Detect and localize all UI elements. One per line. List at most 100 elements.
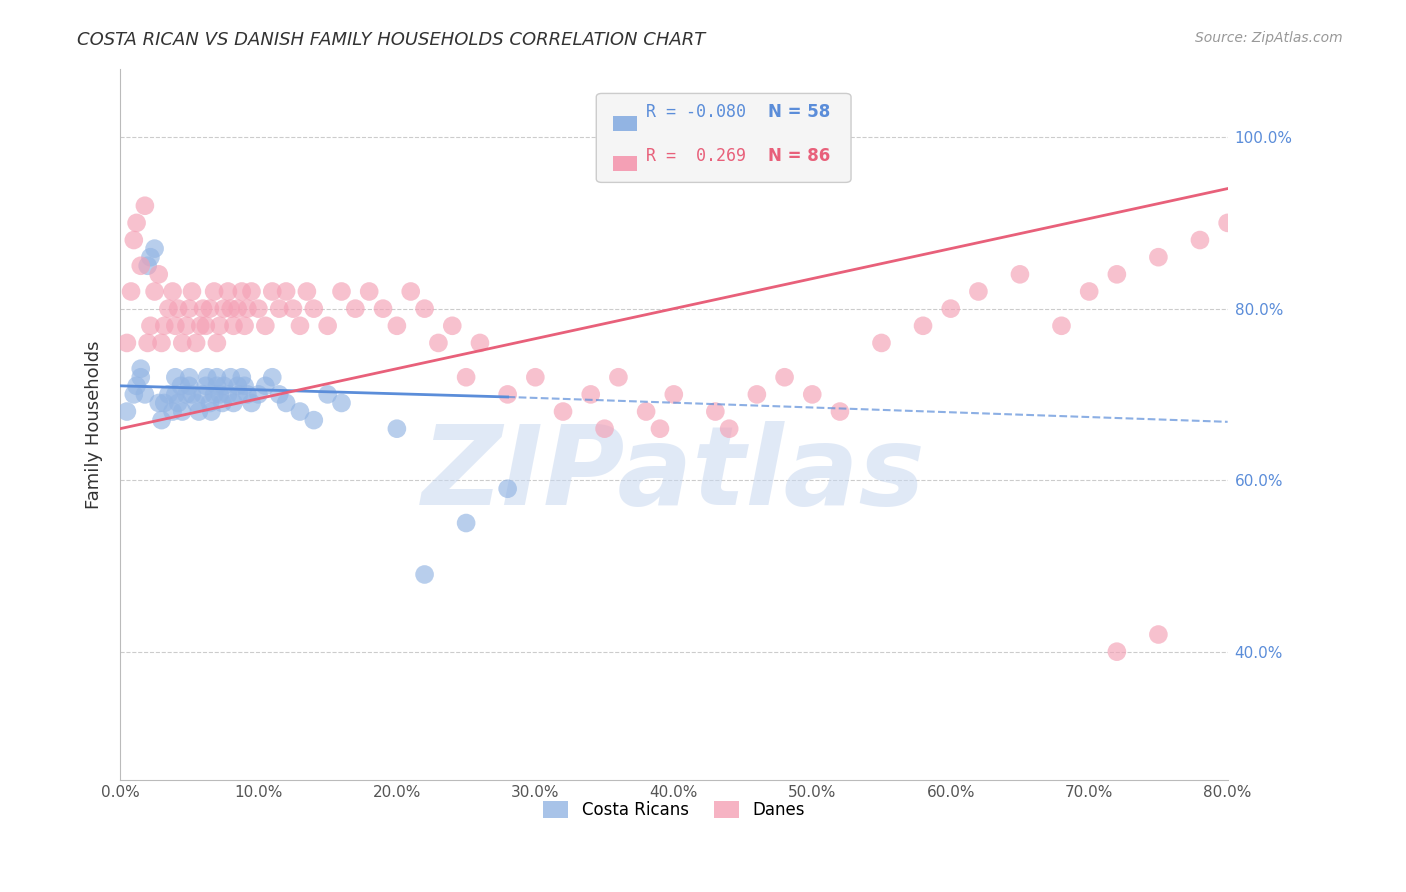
FancyBboxPatch shape [596, 94, 851, 182]
Point [148, 396, 170, 410]
Point [344, 301, 367, 316]
Point [1105, 268, 1128, 282]
Point [524, 370, 547, 384]
FancyBboxPatch shape [613, 117, 637, 131]
Point [274, 285, 297, 299]
Point [288, 318, 311, 333]
Point [385, 422, 408, 436]
Point [607, 370, 630, 384]
Point [150, 413, 173, 427]
Point [316, 318, 339, 333]
Point [228, 387, 250, 401]
Point [468, 335, 491, 350]
Point [371, 301, 394, 316]
Point [662, 387, 685, 401]
Point [551, 404, 574, 418]
Point [179, 301, 201, 316]
Point [134, 199, 156, 213]
Point [162, 285, 184, 299]
Point [120, 285, 142, 299]
Point [233, 379, 256, 393]
Point [222, 318, 245, 333]
Point [195, 370, 218, 384]
Point [211, 396, 233, 410]
Text: R =  0.269: R = 0.269 [647, 147, 747, 165]
Point [254, 379, 277, 393]
Point [1147, 627, 1170, 641]
Point [212, 379, 235, 393]
Point [115, 335, 138, 350]
Point [281, 301, 304, 316]
Point [236, 387, 259, 401]
Point [122, 387, 145, 401]
Point [139, 318, 162, 333]
Point [129, 259, 152, 273]
Point [441, 318, 464, 333]
Point [205, 370, 228, 384]
Point [157, 387, 180, 401]
Point [240, 396, 263, 410]
Point [129, 370, 152, 384]
Point [1078, 285, 1101, 299]
Point [208, 318, 231, 333]
Point [579, 387, 602, 401]
Point [188, 318, 211, 333]
Legend: Costa Ricans, Danes: Costa Ricans, Danes [537, 794, 811, 825]
Point [247, 301, 270, 316]
Point [359, 285, 381, 299]
Point [181, 387, 204, 401]
Point [295, 285, 318, 299]
Point [773, 370, 796, 384]
Point [1050, 318, 1073, 333]
Point [153, 318, 176, 333]
Point [233, 318, 256, 333]
Text: Source: ZipAtlas.com: Source: ZipAtlas.com [1195, 31, 1343, 45]
Point [198, 396, 221, 410]
Point [136, 259, 159, 273]
Point [184, 335, 207, 350]
Point [165, 370, 187, 384]
Point [150, 335, 173, 350]
Text: ZIPatlas: ZIPatlas [422, 421, 925, 528]
Point [115, 404, 138, 418]
Point [718, 422, 741, 436]
Point [143, 285, 166, 299]
Point [427, 335, 450, 350]
Point [125, 216, 148, 230]
Point [939, 301, 962, 316]
Point [828, 404, 851, 418]
Point [911, 318, 934, 333]
Point [134, 387, 156, 401]
Point [496, 387, 519, 401]
Point [139, 250, 162, 264]
Point [219, 301, 242, 316]
Point [153, 396, 176, 410]
Point [165, 318, 187, 333]
Point [231, 370, 253, 384]
Point [217, 387, 239, 401]
Point [870, 335, 893, 350]
Point [172, 404, 194, 418]
Point [240, 285, 263, 299]
Text: COSTA RICAN VS DANISH FAMILY HOUSEHOLDS CORRELATION CHART: COSTA RICAN VS DANISH FAMILY HOUSEHOLDS … [77, 31, 706, 49]
Point [202, 285, 225, 299]
Point [194, 379, 217, 393]
Point [136, 335, 159, 350]
Point [456, 516, 478, 530]
Point [179, 379, 201, 393]
Point [205, 379, 228, 393]
Point [704, 404, 727, 418]
Point [269, 387, 291, 401]
Point [385, 318, 408, 333]
Point [254, 318, 277, 333]
Point [496, 482, 519, 496]
Point [745, 387, 768, 401]
Point [157, 301, 180, 316]
Point [125, 379, 148, 393]
Point [179, 370, 201, 384]
Point [262, 370, 284, 384]
Point [165, 387, 187, 401]
Point [269, 301, 291, 316]
Point [143, 242, 166, 256]
Point [205, 335, 228, 350]
